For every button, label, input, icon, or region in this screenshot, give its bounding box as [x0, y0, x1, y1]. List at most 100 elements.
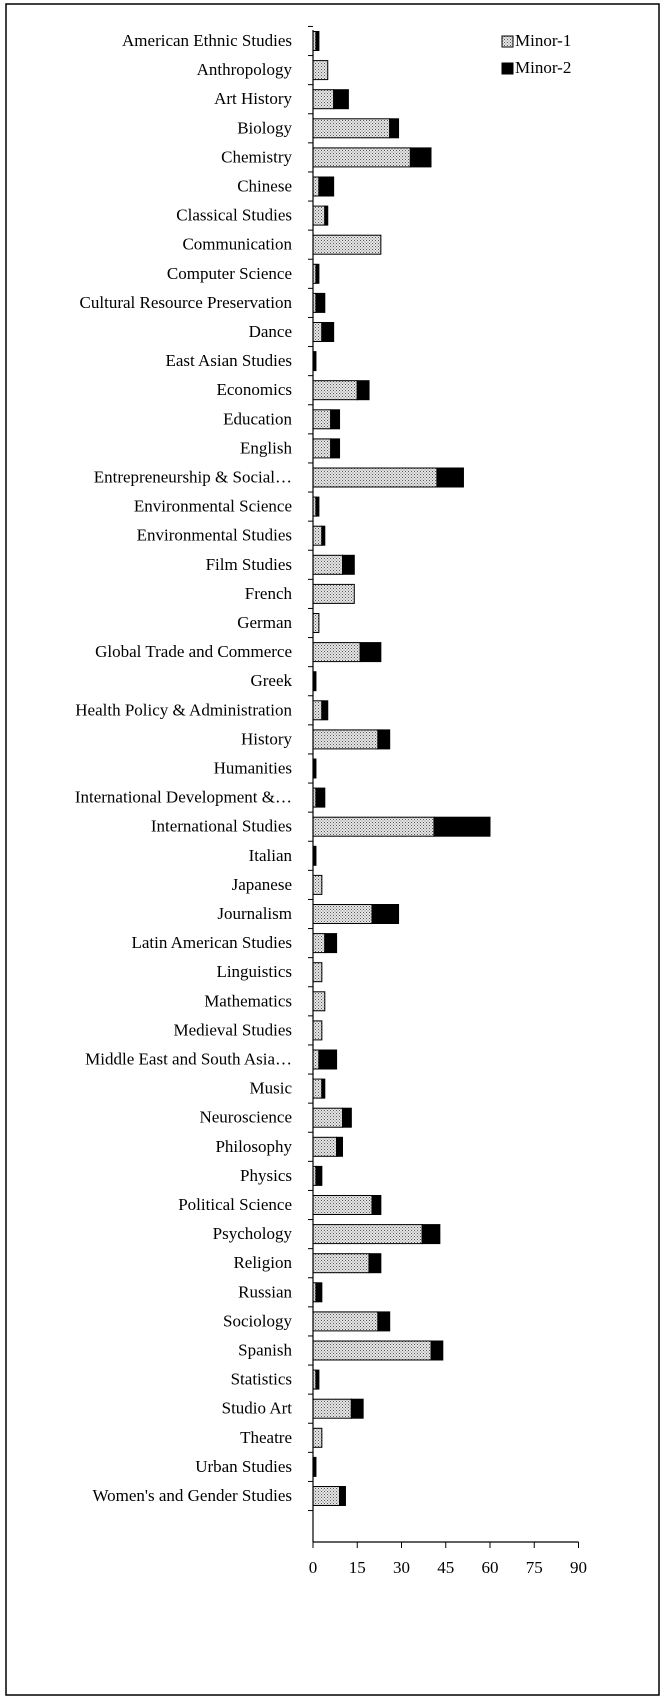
legend-minor-1-label: Minor-1: [515, 31, 571, 50]
bar-minor-2-entrepreneurship-social: [436, 467, 464, 488]
bar-minor-2-global-trade-and-commerce: [359, 642, 382, 663]
bars-layer: [312, 31, 491, 1506]
bar-minor-2-studio-art: [350, 1398, 364, 1419]
bar-minor-1-mathematics: [312, 991, 326, 1012]
category-label: Political Science: [178, 1195, 292, 1214]
bar-minor-1-german: [312, 613, 320, 633]
bar-minor-1-dance: [312, 322, 323, 342]
bar-minor-1-english: [312, 438, 332, 459]
bar-minor-2-classical-studies: [324, 205, 329, 226]
bar-minor-2-environmental-studies: [321, 525, 326, 546]
category-label: Film Studies: [206, 555, 292, 574]
bar-minor-2-philosophy: [336, 1136, 344, 1157]
bar-minor-1-economics: [312, 380, 358, 401]
category-label: Middle East and South Asia…: [85, 1050, 292, 1069]
category-label: Medieval Studies: [173, 1020, 292, 1039]
bar-minor-2-computer-science: [315, 263, 320, 284]
category-label: Russian: [238, 1282, 292, 1301]
bar-minor-2-journalism: [371, 904, 400, 924]
x-tick-label: 60: [482, 1558, 499, 1577]
bar-minor-1-international-studies: [312, 816, 435, 837]
category-label: International Studies: [151, 817, 292, 836]
category-label: Urban Studies: [195, 1457, 292, 1476]
bar-minor-2-psychology: [421, 1224, 441, 1245]
category-label: Dance: [249, 322, 292, 341]
category-label: Cultural Resource Preservation: [80, 293, 293, 312]
bar-minor-2-english: [330, 438, 341, 459]
bar-minor-2-cultural-resource-preservation: [315, 292, 326, 313]
bar-minor-1-religion: [312, 1253, 370, 1274]
category-label: Communication: [182, 235, 292, 254]
category-label: Computer Science: [167, 264, 292, 283]
bar-minor-2-neuroscience: [342, 1107, 352, 1128]
bar-minor-1-studio-art: [312, 1398, 352, 1419]
category-label: Anthropology: [197, 60, 293, 79]
bar-minor-2-dance: [321, 322, 335, 342]
legend-minor-2-swatch: [501, 62, 514, 75]
bar-minor-2-history: [377, 729, 391, 750]
bar-minor-1-political-science: [312, 1195, 373, 1215]
category-label: Humanities: [214, 759, 292, 778]
bar-minor-2-middle-east-and-south-asia: [318, 1049, 338, 1070]
bar-minor-2-art-history: [333, 89, 349, 110]
bar-minor-1-journalism: [312, 904, 373, 924]
category-label: Biology: [237, 118, 292, 137]
bar-minor-2-film-studies: [342, 554, 355, 575]
bar-minor-1-philosophy: [312, 1136, 338, 1157]
category-label: Philosophy: [215, 1137, 292, 1156]
category-label: Global Trade and Commerce: [95, 642, 292, 661]
bar-minor-1-health-policy-administration: [312, 700, 323, 721]
bar-minor-2-international-development: [315, 787, 326, 808]
category-label: Japanese: [232, 875, 292, 894]
category-label: Women's and Gender Studies: [92, 1486, 292, 1505]
category-label: Theatre: [240, 1428, 292, 1447]
x-tick-label: 0: [309, 1558, 318, 1577]
bar-minor-1-education: [312, 409, 332, 430]
category-label: Music: [250, 1079, 293, 1098]
bar-minor-2-biology: [389, 118, 400, 139]
category-label: Physics: [240, 1166, 292, 1185]
x-tick-label: 15: [349, 1558, 366, 1577]
axes: 0 15 30 45 60 75 90: [308, 25, 587, 1577]
bar-minor-2-religion: [368, 1253, 382, 1274]
category-label: Neuroscience: [199, 1108, 292, 1127]
category-label: Chinese: [237, 177, 292, 196]
legend-minor-1-swatch: [501, 35, 514, 48]
category-label: Religion: [233, 1253, 292, 1272]
bar-minor-1-neuroscience: [312, 1107, 343, 1128]
bar-minor-1-french: [312, 583, 355, 604]
chart-border: [5, 3, 660, 1696]
bar-minor-2-environmental-science: [315, 496, 320, 517]
bar-minor-2-international-studies: [433, 816, 491, 837]
bar-minor-2-education: [330, 409, 341, 430]
bar-minor-1-film-studies: [312, 554, 343, 575]
category-label: Classical Studies: [176, 206, 292, 225]
bar-minor-2-political-science: [371, 1195, 382, 1215]
category-labels: American Ethnic Studies Anthropology Art H…: [75, 31, 293, 1505]
category-label: Spanish: [238, 1341, 292, 1360]
category-label: Health Policy & Administration: [75, 700, 292, 719]
category-label: Sociology: [223, 1311, 292, 1330]
bar-minor-2-spanish: [430, 1340, 444, 1361]
category-label: Linguistics: [216, 962, 292, 981]
category-label: East Asian Studies: [165, 351, 292, 370]
x-tick-label: 75: [526, 1558, 543, 1577]
bar-minor-1-middle-east-and-south-asia: [312, 1049, 320, 1070]
category-label: Mathematics: [204, 991, 292, 1010]
category-label: Statistics: [231, 1370, 292, 1389]
bar-minor-1-biology: [312, 118, 391, 139]
bar-minor-1-environmental-studies: [312, 525, 323, 546]
bar-minor-1-history: [312, 729, 379, 750]
category-label: Greek: [250, 671, 292, 690]
category-label: English: [240, 438, 292, 457]
x-tick-label: 30: [393, 1558, 410, 1577]
category-label: French: [245, 584, 293, 603]
bar-minor-1-anthropology: [312, 60, 329, 81]
bar-minor-2-physics: [315, 1165, 323, 1186]
category-label: Economics: [216, 380, 292, 399]
bar-minor-1-chinese: [312, 176, 320, 197]
bar-minor-1-psychology: [312, 1224, 423, 1245]
bar-minor-1-medieval-studies: [312, 1020, 323, 1041]
